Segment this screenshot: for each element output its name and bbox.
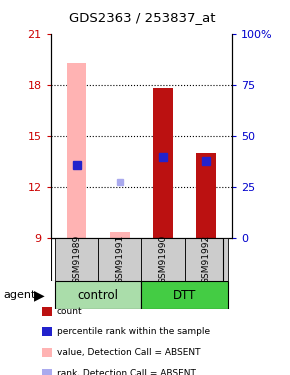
Bar xyxy=(153,88,173,238)
Text: GSM91992: GSM91992 xyxy=(202,235,211,284)
Text: ▶: ▶ xyxy=(34,288,44,302)
Bar xyxy=(42,348,52,357)
Text: DTT: DTT xyxy=(173,289,196,302)
Text: GSM91990: GSM91990 xyxy=(158,235,167,284)
Bar xyxy=(42,369,52,375)
Bar xyxy=(67,63,86,238)
Bar xyxy=(42,307,52,316)
Bar xyxy=(42,327,52,336)
Bar xyxy=(55,281,142,309)
Text: agent: agent xyxy=(3,290,35,300)
Text: value, Detection Call = ABSENT: value, Detection Call = ABSENT xyxy=(57,348,200,357)
Bar xyxy=(55,238,98,281)
Text: percentile rank within the sample: percentile rank within the sample xyxy=(57,327,210,336)
Text: GSM91989: GSM91989 xyxy=(72,235,81,284)
Text: GDS2363 / 253837_at: GDS2363 / 253837_at xyxy=(69,11,215,24)
Bar xyxy=(142,238,184,281)
Bar xyxy=(142,281,228,309)
Text: control: control xyxy=(78,289,119,302)
Bar xyxy=(98,238,142,281)
Text: count: count xyxy=(57,307,82,316)
Bar xyxy=(184,238,228,281)
Text: rank, Detection Call = ABSENT: rank, Detection Call = ABSENT xyxy=(57,369,195,375)
Bar xyxy=(196,153,216,238)
Bar xyxy=(110,232,130,238)
Text: GSM91991: GSM91991 xyxy=(115,235,124,284)
